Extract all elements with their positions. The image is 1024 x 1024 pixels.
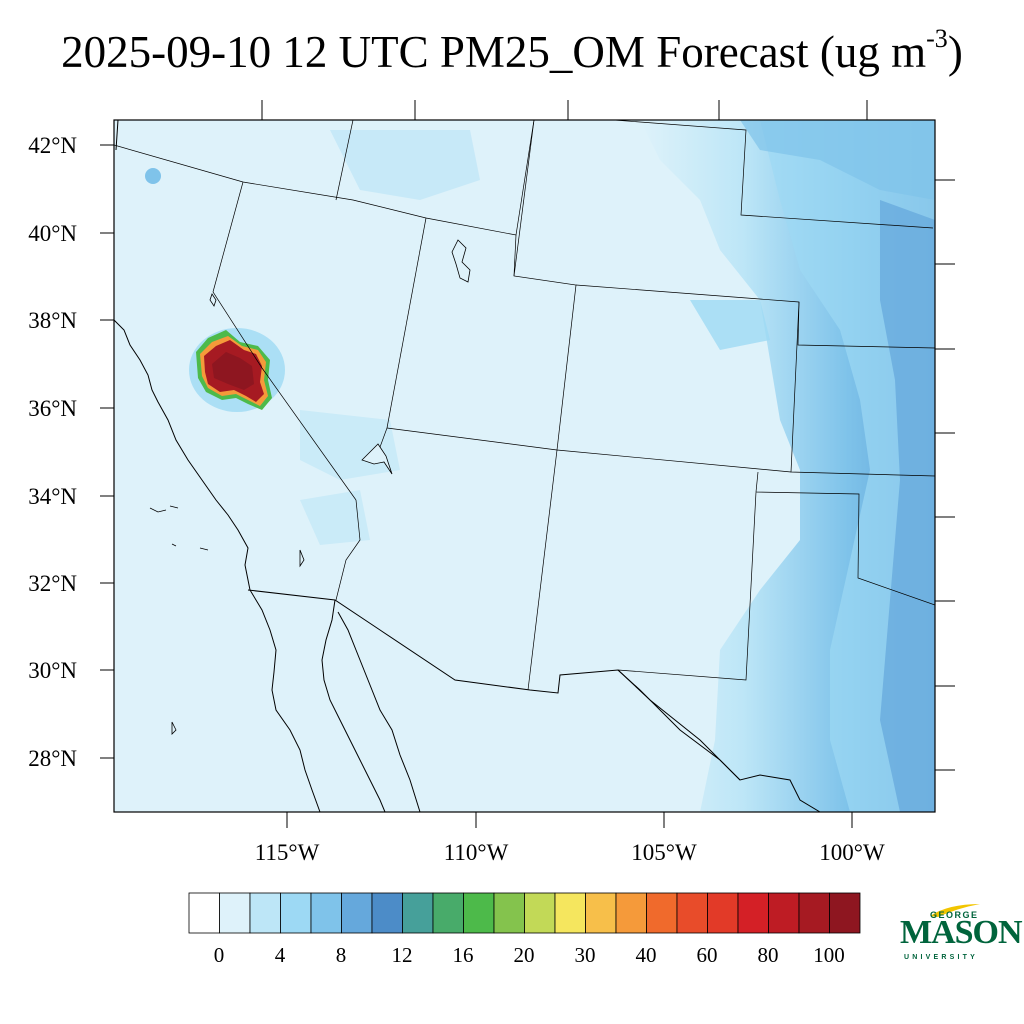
colorbar-label: 8 xyxy=(336,943,347,967)
colorbar-swatch xyxy=(554,892,586,934)
colorbar-swatch xyxy=(829,892,861,934)
plot-frame xyxy=(113,119,936,813)
border-ca-nv xyxy=(212,181,357,501)
colorbar-swatch xyxy=(432,892,464,934)
colorbar-label: 12 xyxy=(392,943,413,967)
fire-plume-inner xyxy=(212,352,254,390)
title-text: 2025-09-10 12 UTC PM25_OM Forecast (ug m xyxy=(61,27,927,77)
colorbar-label: 80 xyxy=(758,943,779,967)
border-or-ca-nv xyxy=(114,120,535,236)
rio-grande xyxy=(617,669,741,781)
colorbar-swatch xyxy=(280,892,312,934)
colorbar-label: 0 xyxy=(214,943,225,967)
colorbar-swatch xyxy=(371,892,403,934)
field-patch-a xyxy=(330,130,480,200)
islands xyxy=(149,505,209,735)
colorbar-label: 16 xyxy=(453,943,474,967)
colorbar-swatch xyxy=(646,892,678,934)
colorbar-swatch xyxy=(402,892,434,934)
border-wy-sd xyxy=(613,120,934,229)
colorbar-label: 40 xyxy=(636,943,657,967)
border-id-wy xyxy=(335,120,354,201)
colorbar-swatch xyxy=(219,892,251,934)
colorbar-label: 30 xyxy=(575,943,596,967)
lat-label: 30°N xyxy=(28,658,77,683)
title-close: ) xyxy=(947,27,963,77)
axis-ticks xyxy=(100,100,955,828)
george-mason-logo: GEORGE MASON UNIVERSITY xyxy=(898,900,1023,970)
border-ut-co xyxy=(513,234,577,451)
pacific-coastline xyxy=(114,120,321,812)
logo-line-1: GEORGE xyxy=(930,910,979,920)
map-title: 2025-09-10 12 UTC PM25_OM Forecast (ug m… xyxy=(0,22,1024,82)
field-east-edge xyxy=(880,200,935,812)
border-nv-ut xyxy=(386,217,427,429)
gulf-of-california xyxy=(321,599,421,812)
colorbar-swatch xyxy=(249,892,281,934)
lat-labels: 42°N 40°N 38°N 36°N 34°N 32°N 30°N 28°N xyxy=(28,133,77,771)
lon-label: 115°W xyxy=(255,840,320,865)
state-borders xyxy=(114,120,935,691)
logo-swoosh-icon xyxy=(930,904,980,917)
lake-mead xyxy=(361,443,393,475)
lon-label: 110°W xyxy=(444,840,509,865)
lat-label: 34°N xyxy=(28,484,77,509)
colorbar-swatch xyxy=(524,892,556,934)
colorbar-swatch xyxy=(737,892,769,934)
baja-island xyxy=(171,721,177,735)
colorbar xyxy=(188,892,861,934)
colorbar-label: 60 xyxy=(697,943,718,967)
lat-label: 36°N xyxy=(28,396,77,421)
colorbar-swatch xyxy=(188,892,220,934)
colorbar-swatch xyxy=(341,892,373,934)
colorbar-swatch xyxy=(310,892,342,934)
border-ne-co xyxy=(575,284,935,349)
border-az-ca xyxy=(335,499,361,601)
border-az-nm xyxy=(386,427,792,691)
colorbar-swatch xyxy=(463,892,495,934)
field-patch-d xyxy=(300,490,370,545)
border-nm-tx xyxy=(617,471,935,681)
lat-label: 32°N xyxy=(28,571,77,596)
coastlines xyxy=(114,120,821,812)
lon-labels: 115°W 110°W 105°W 100°W xyxy=(255,840,885,865)
colorbar-swatch xyxy=(493,892,525,934)
colorbar-labels: 0 4 8 12 16 20 30 40 60 80 100 xyxy=(214,943,845,967)
map-field xyxy=(114,120,935,812)
lakes xyxy=(209,239,471,568)
lake-tahoe xyxy=(209,293,217,307)
salton-sea xyxy=(299,549,305,568)
colorbar-swatch xyxy=(768,892,800,934)
colorbar-label: 100 xyxy=(813,943,845,967)
lat-label: 40°N xyxy=(28,221,77,246)
colorbar-swatch xyxy=(615,892,647,934)
colorbar-label: 20 xyxy=(514,943,535,967)
great-salt-lake xyxy=(451,239,471,283)
lat-label: 28°N xyxy=(28,746,77,771)
colorbar-swatch xyxy=(676,892,708,934)
channel-islands xyxy=(149,505,209,551)
logo-line-3: UNIVERSITY xyxy=(904,954,979,961)
lon-label: 105°W xyxy=(631,840,697,865)
field-patch-c xyxy=(690,300,770,350)
title-superscript: -3 xyxy=(926,24,948,53)
logo-line-2: MASON xyxy=(900,914,1023,951)
lat-label: 42°N xyxy=(28,133,77,158)
colorbar-label: 4 xyxy=(275,943,286,967)
field-north-patch xyxy=(740,120,935,200)
colorbar-swatch xyxy=(707,892,739,934)
lat-label: 38°N xyxy=(28,308,77,333)
colorbar-swatch xyxy=(798,892,830,934)
colorbar-swatch xyxy=(585,892,617,934)
fire-secondary xyxy=(145,168,161,184)
border-wy-ne xyxy=(513,120,535,277)
lon-label: 100°W xyxy=(819,840,885,865)
